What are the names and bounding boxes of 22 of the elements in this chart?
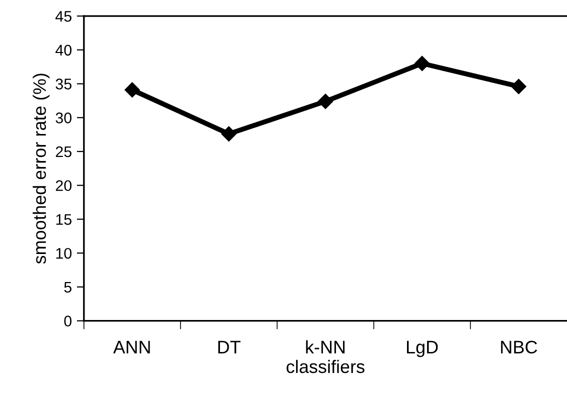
y-tick-label: 15 [56,214,72,225]
x-axis-title: classifiers [286,360,364,374]
x-tick-label: NBC [501,340,538,354]
x-tick-label: ANN [113,340,150,354]
y-tick-label: 35 [56,78,72,90]
y-tick-label: 20 [56,180,72,192]
x-tick-label: k-NN [306,340,345,354]
y-tick-label: 5 [64,282,72,293]
y-tick-label: 45 [55,11,72,22]
x-tick-label: DT [218,340,240,354]
y-tick-label: 30 [56,112,72,124]
y-tick-label: 40 [55,44,72,56]
point [414,56,430,72]
y-tick-label: 0 [64,316,72,326]
point [511,78,526,94]
y-tick-label: 25 [56,146,72,158]
point [221,126,236,142]
x-tick-label: LgD [406,340,438,358]
point [318,94,334,109]
point [124,82,140,98]
y-tick-label: 10 [56,248,72,259]
y-axis-title: smoothed error rate (%) [32,74,50,264]
